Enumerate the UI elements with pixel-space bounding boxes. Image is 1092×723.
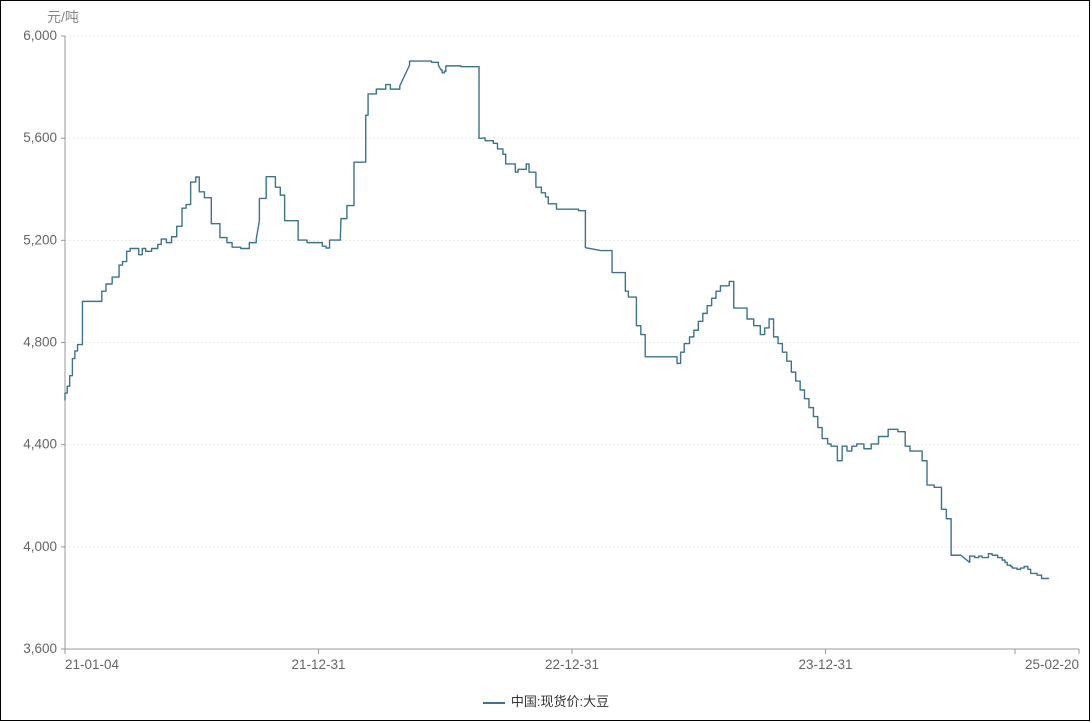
svg-text:23-12-31: 23-12-31 — [798, 657, 852, 672]
svg-text:4,400: 4,400 — [23, 437, 57, 452]
svg-text:4,800: 4,800 — [23, 335, 57, 350]
svg-text:6,000: 6,000 — [23, 28, 57, 43]
svg-text:4,000: 4,000 — [23, 539, 57, 554]
svg-text:5,200: 5,200 — [23, 232, 57, 247]
svg-text:21-12-31: 21-12-31 — [291, 657, 345, 672]
svg-text:25-02-20: 25-02-20 — [1025, 657, 1079, 672]
svg-text:3,600: 3,600 — [23, 641, 57, 656]
svg-text:21-01-04: 21-01-04 — [65, 657, 120, 672]
svg-text:22-12-31: 22-12-31 — [545, 657, 599, 672]
svg-text:5,600: 5,600 — [23, 130, 57, 145]
